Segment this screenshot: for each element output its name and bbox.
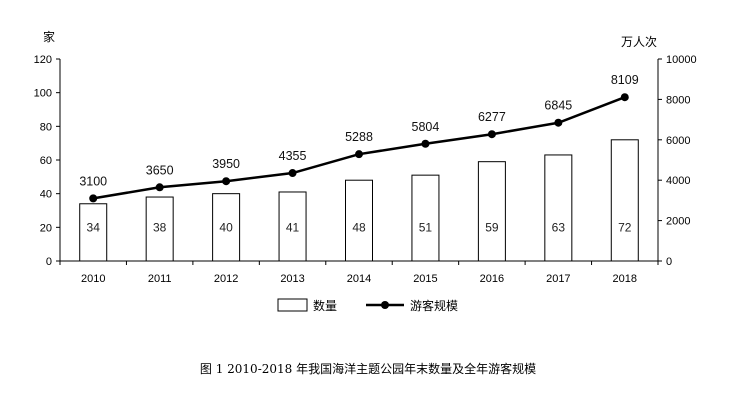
- left-tick-label: 60: [40, 155, 52, 167]
- right-tick-label: 4000: [666, 175, 690, 187]
- x-tick-label: 2016: [480, 273, 504, 285]
- legend-line-label: 游客规模: [410, 298, 458, 313]
- line-point: [620, 93, 629, 102]
- legend-bar-label: 数量: [313, 298, 337, 313]
- line-value-label: 6845: [544, 99, 572, 113]
- bar-value-label: 40: [219, 220, 233, 234]
- line-value-label: 5288: [345, 130, 373, 144]
- x-tick-label: 2011: [148, 273, 172, 285]
- bar-value-label: 41: [286, 220, 300, 234]
- right-tick-label: 10000: [666, 54, 697, 66]
- right-tick-label: 0: [666, 256, 672, 268]
- legend: 数量 游客规模: [277, 298, 458, 313]
- bar-value-label: 63: [552, 220, 566, 234]
- x-tick-label: 2014: [347, 273, 371, 285]
- line-value-label: 8109: [611, 73, 639, 87]
- line-value-label: 3950: [212, 157, 240, 171]
- right-tick-label: 2000: [666, 216, 690, 228]
- legend-bar-swatch: [277, 298, 308, 312]
- x-tick-label: 2018: [613, 273, 637, 285]
- bar-value-label: 38: [153, 220, 167, 234]
- left-tick-label: 40: [40, 189, 52, 201]
- bar-value-label: 51: [419, 220, 433, 234]
- line-point: [89, 194, 98, 203]
- line-value-label: 6277: [478, 110, 506, 124]
- bar: [411, 174, 440, 262]
- bar: [145, 196, 174, 262]
- bar: [278, 191, 307, 262]
- x-tick-label: 2017: [546, 273, 570, 285]
- left-axis-unit: 家: [43, 29, 55, 44]
- legend-line-marker: [381, 301, 389, 309]
- x-tick-label: 2015: [413, 273, 437, 285]
- bars: 34 38 40 41 48 51 59 63 72: [79, 139, 639, 262]
- line-value-label: 3100: [79, 174, 107, 188]
- x-tick-label: 2010: [81, 273, 105, 285]
- line-point: [222, 177, 231, 186]
- left-tick-label: 20: [40, 222, 52, 234]
- line-point: [288, 169, 297, 178]
- line-point: [487, 130, 496, 139]
- bar-value-label: 72: [618, 220, 632, 234]
- left-tick-label: 0: [46, 256, 52, 268]
- x-tick-label: 2013: [280, 273, 304, 285]
- right-tick-label: 6000: [666, 135, 690, 147]
- right-tick-label: 8000: [666, 94, 690, 106]
- bar: [79, 203, 108, 262]
- line-point: [355, 150, 363, 159]
- bar: [212, 193, 241, 262]
- line-value-label: 5804: [412, 120, 440, 134]
- bar-value-label: 59: [485, 220, 499, 234]
- left-tick-label: 100: [34, 88, 52, 100]
- line-value-label: 3650: [146, 163, 174, 177]
- line-point: [155, 183, 164, 192]
- line-point: [554, 118, 563, 127]
- bar: [477, 161, 506, 262]
- right-axis-unit: 万人次: [621, 35, 657, 49]
- line-series: 3100 3650 3950 4355 5288 5804 6277 6845 8109: [79, 73, 639, 203]
- bar-value-label: 48: [352, 220, 366, 234]
- line-value-label: 4355: [279, 149, 307, 163]
- left-tick-label: 80: [40, 121, 52, 133]
- bar: [345, 179, 373, 262]
- left-tick-label: 120: [34, 54, 52, 66]
- figure-caption: 图 1 2010-2018 年我国海洋主题公园年末数量及全年游客规模: [199, 362, 537, 376]
- bar: [610, 139, 639, 262]
- bar-value-label: 34: [87, 220, 101, 234]
- line-point: [421, 139, 430, 148]
- bar: [544, 154, 573, 262]
- x-tick-label: 2012: [214, 273, 238, 285]
